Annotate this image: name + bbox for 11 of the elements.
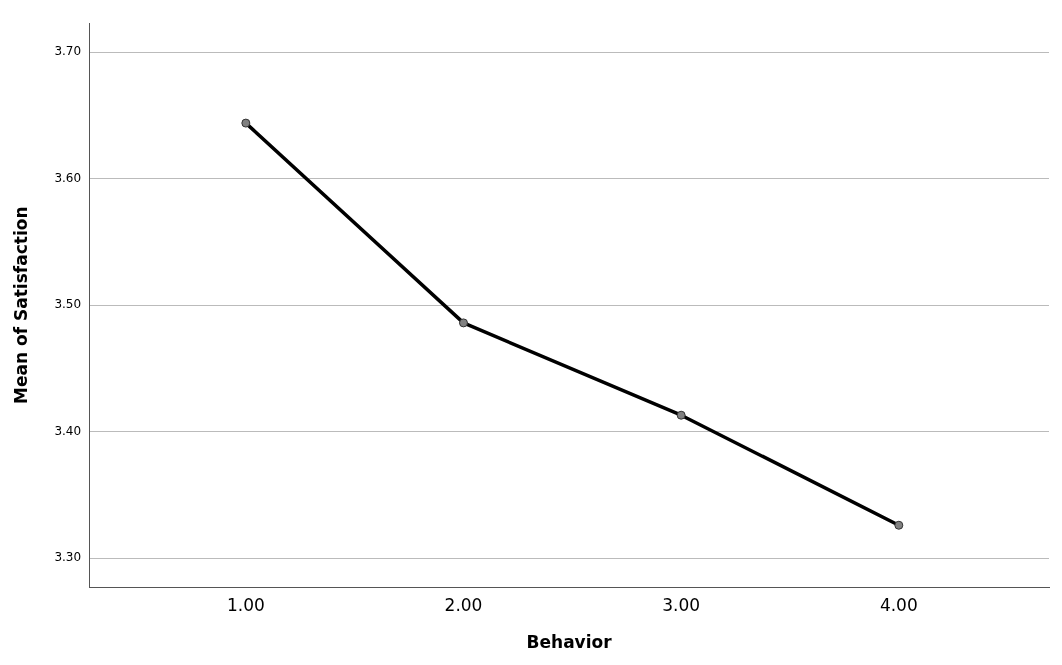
y-tick-label: 3.70	[54, 44, 82, 59]
y-axis-title: Mean of Satisfaction	[10, 206, 31, 404]
x-tick-label: 2.00	[444, 594, 483, 615]
y-tick-label: 3.50	[54, 297, 82, 312]
x-tick-label: 4.00	[879, 594, 918, 615]
y-tick-label: 3.30	[54, 550, 82, 565]
x-axis-title: Behavior	[526, 632, 613, 653]
y-tick-label: 3.60	[54, 170, 82, 185]
y-tick-label: 3.40	[54, 423, 82, 438]
x-tick-label: 3.00	[662, 594, 701, 615]
x-tick-label: 1.00	[226, 594, 265, 615]
